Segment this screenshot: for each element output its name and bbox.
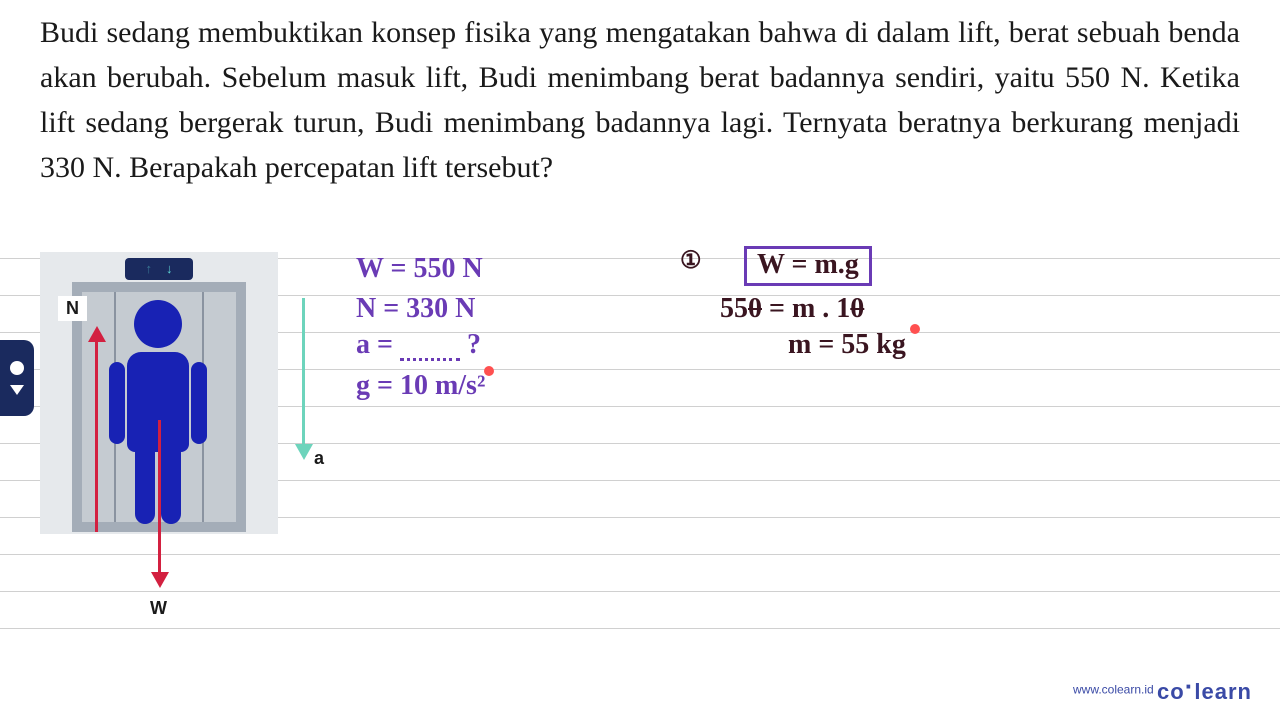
given-acceleration-question: a = ? — [356, 329, 481, 361]
given-a-prefix: a = — [356, 329, 393, 360]
person-arm — [191, 362, 207, 444]
red-dot-marker — [910, 324, 920, 334]
brand-dot: · — [1185, 671, 1195, 701]
elevator-indicator: ↑ ↓ — [125, 258, 193, 280]
indicator-down-icon: ↓ — [166, 261, 173, 277]
given-gravity: g = 10 m/s² — [356, 370, 485, 402]
calc-zero-struck: 0 — [748, 293, 762, 324]
ruled-line — [0, 628, 1280, 629]
label-acceleration: a — [314, 448, 324, 469]
down-icon — [10, 385, 24, 395]
person-arm — [109, 362, 125, 444]
step-marker: ① — [680, 246, 702, 275]
up-icon — [10, 361, 24, 375]
person-leg — [161, 448, 181, 524]
arrow-weight-head — [151, 572, 169, 588]
person-leg — [135, 448, 155, 524]
calc-55: 55 — [720, 293, 748, 324]
side-tab[interactable] — [0, 340, 34, 416]
formula-weight: W = m.g — [744, 246, 872, 286]
problem-statement: Budi sedang membuktikan konsep fisika ya… — [0, 0, 1280, 190]
formula-boxed: W = m.g — [744, 246, 872, 286]
label-normal-force: N — [58, 296, 87, 321]
red-dot-marker — [484, 366, 494, 376]
calc-eq-m1: = m . 1 — [769, 293, 850, 324]
arrow-normal-force-head — [88, 326, 106, 342]
arrow-acceleration — [302, 298, 305, 450]
arrow-normal-force — [95, 336, 98, 532]
given-weight: W = 550 N — [356, 253, 483, 285]
footer-url: www.colearn.id — [1073, 683, 1154, 697]
ruled-line — [0, 591, 1280, 592]
arrow-weight — [158, 420, 161, 578]
footer-brand: co·learn — [1157, 679, 1252, 704]
calculation-line: 550 = m . 10 — [720, 293, 864, 325]
given-a-suffix: ? — [467, 329, 481, 360]
brand-learn: learn — [1194, 679, 1252, 704]
result-mass: m = 55 kg — [788, 329, 906, 361]
person-head — [134, 300, 182, 348]
given-normal: N = 330 N — [356, 293, 475, 325]
indicator-up-icon: ↑ — [146, 261, 153, 277]
calc-g-struck: 0 — [850, 293, 864, 324]
dotted-blank — [400, 341, 460, 361]
arrow-acceleration-head — [295, 444, 313, 460]
ruled-line — [0, 554, 1280, 555]
footer-branding: www.colearn.id co·learn — [1073, 675, 1252, 706]
brand-co: co — [1157, 679, 1185, 704]
label-weight: W — [150, 598, 167, 619]
